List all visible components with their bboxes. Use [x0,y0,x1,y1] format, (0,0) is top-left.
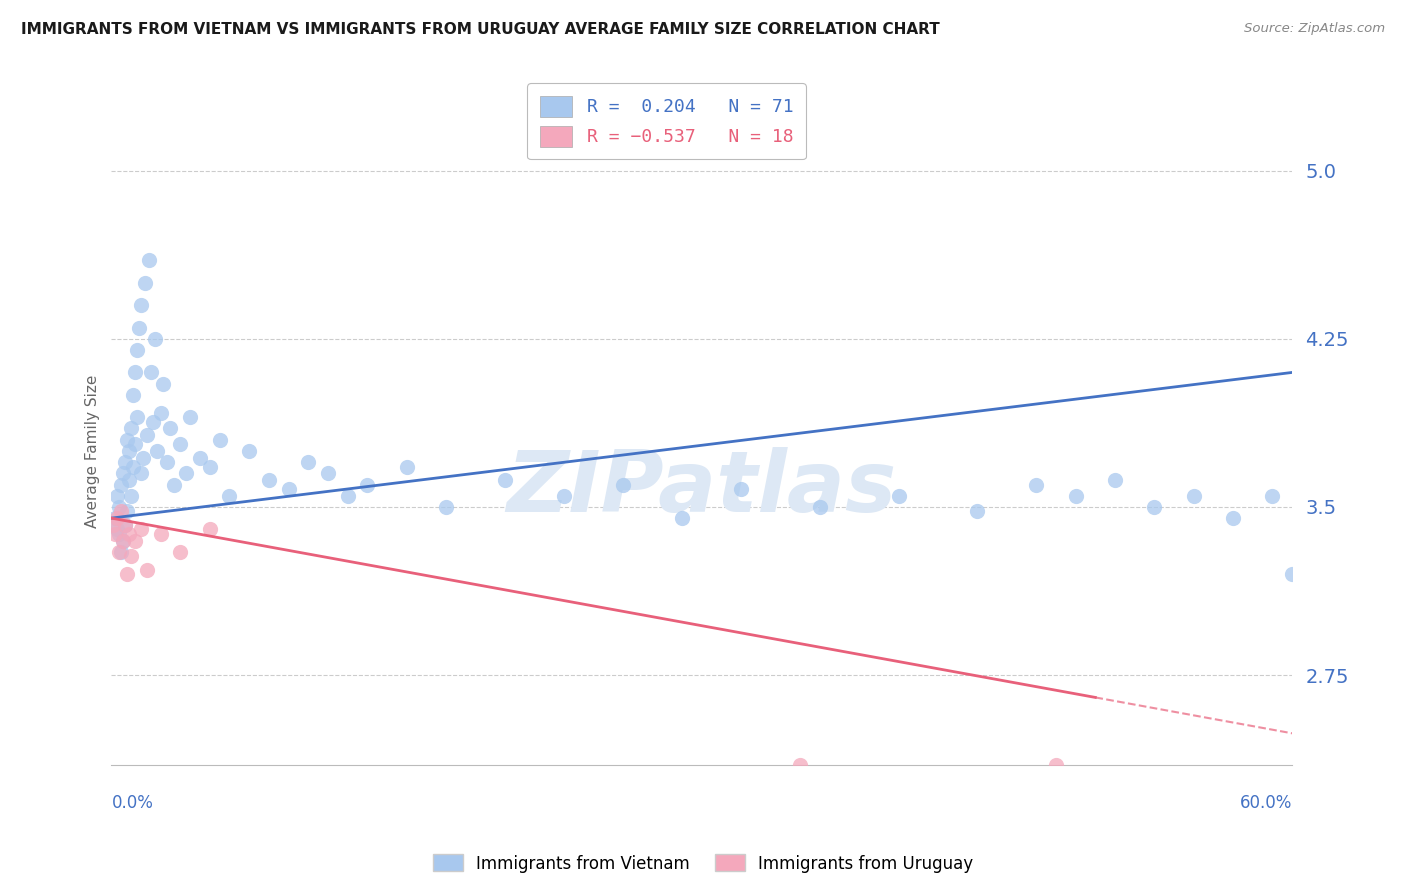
Point [257,473,280,487]
Point [179,410,201,425]
Point [336,489,359,503]
Point [297,455,319,469]
Point [316,467,339,481]
Point [112,467,135,481]
Point [115,504,138,518]
Point [1045,757,1067,772]
Point [1222,511,1244,525]
Point [188,450,211,465]
Text: 60.0%: 60.0% [1240,794,1292,812]
Point [198,522,221,536]
Text: 0.0%: 0.0% [111,794,153,812]
Point [789,757,811,772]
Point [1182,489,1205,503]
Point [218,489,240,503]
Point [149,526,172,541]
Point [152,376,174,391]
Point [198,459,221,474]
Point [1104,473,1126,487]
Point [277,482,299,496]
Point [108,526,131,541]
Point [149,406,172,420]
Point [120,489,142,503]
Point [122,459,145,474]
Point [966,504,988,518]
Point [125,343,148,357]
Point [138,253,160,268]
Point [122,388,145,402]
Point [174,467,197,481]
Point [169,437,191,451]
Point [112,533,135,548]
Point [104,511,127,525]
Point [671,511,693,525]
Point [155,455,177,469]
Point [129,467,152,481]
Point [124,533,146,548]
Point [135,563,157,577]
Text: IMMIGRANTS FROM VIETNAM VS IMMIGRANTS FROM URUGUAY AVERAGE FAMILY SIZE CORRELATI: IMMIGRANTS FROM VIETNAM VS IMMIGRANTS FR… [21,22,939,37]
Point [395,459,418,474]
Text: Source: ZipAtlas.com: Source: ZipAtlas.com [1244,22,1385,36]
Point [143,332,166,346]
Point [118,473,141,487]
Point [114,517,136,532]
Point [104,526,127,541]
Point [129,522,152,536]
Legend: R =  0.204   N = 71, R = −0.537   N = 18: R = 0.204 N = 71, R = −0.537 N = 18 [527,83,806,160]
Point [108,500,131,514]
Point [114,455,136,469]
Point [142,415,165,429]
Point [124,366,146,380]
Point [110,504,132,518]
Point [125,410,148,425]
Point [1143,500,1166,514]
Point [128,320,150,334]
Point [110,545,132,559]
Point [159,421,181,435]
Point [356,477,378,491]
Legend: Immigrants from Vietnam, Immigrants from Uruguay: Immigrants from Vietnam, Immigrants from… [426,847,980,880]
Point [134,276,156,290]
Point [120,549,142,564]
Point [115,567,138,582]
Point [120,421,142,435]
Point [887,489,910,503]
Point [139,366,162,380]
Point [118,526,141,541]
Point [105,489,128,503]
Point [105,511,128,525]
Point [238,443,260,458]
Point [1064,489,1087,503]
Point [612,477,634,491]
Point [129,298,152,312]
Point [114,517,136,532]
Text: ZIPatlas: ZIPatlas [506,447,897,530]
Y-axis label: Average Family Size: Average Family Size [86,375,100,527]
Point [208,433,231,447]
Point [163,477,186,491]
Point [553,489,575,503]
Point [124,437,146,451]
Point [132,450,155,465]
Point [730,482,752,496]
Point [135,428,157,442]
Point [169,545,191,559]
Point [434,500,457,514]
Point [1261,489,1284,503]
Point [118,443,141,458]
Point [105,522,128,536]
Point [808,500,831,514]
Point [115,433,138,447]
Point [1025,477,1047,491]
Point [112,533,135,548]
Point [103,517,125,532]
Point [145,443,167,458]
Point [1281,567,1303,582]
Point [494,473,516,487]
Point [108,545,131,559]
Point [110,477,132,491]
